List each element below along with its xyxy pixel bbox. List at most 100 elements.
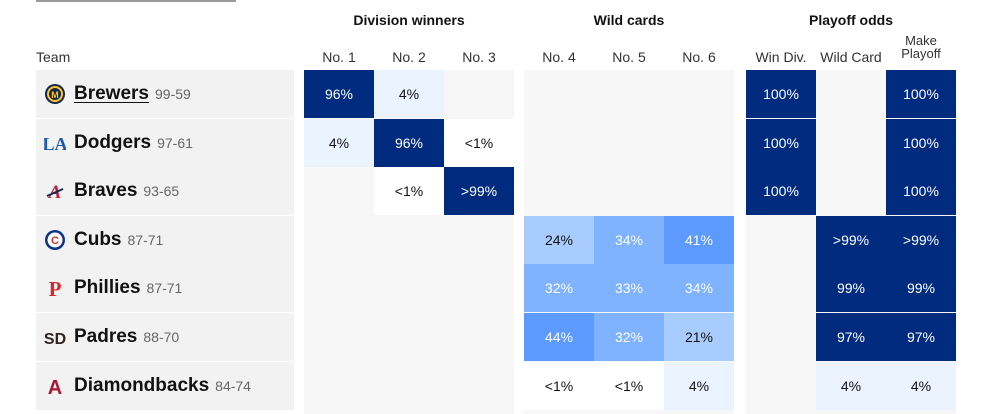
svg-text:C: C xyxy=(51,235,59,247)
probability-cell: 96% xyxy=(374,118,444,167)
column-header: Make Playoff xyxy=(886,34,956,60)
team-record: 87-71 xyxy=(127,231,164,248)
probability-cell: 100% xyxy=(886,167,956,216)
probability-cell: 99% xyxy=(816,264,886,313)
probability-cell xyxy=(444,362,514,410)
probability-cell: >99% xyxy=(886,215,956,264)
team-name[interactable]: Brewers xyxy=(74,83,149,104)
column-header: No. 3 xyxy=(444,49,514,65)
team-name: Cubs xyxy=(74,228,122,250)
probability-cell xyxy=(816,119,886,167)
svg-text:SD: SD xyxy=(44,331,66,348)
probability-cell: 4% xyxy=(816,361,886,410)
team-record: 84-74 xyxy=(215,377,251,394)
team-cell[interactable]: A Diamondbacks 84-74 xyxy=(36,361,294,410)
probability-cell: 24% xyxy=(524,215,594,264)
table-row: M Brewers 99-59 96% 4% 100% 100% xyxy=(0,70,1000,118)
probability-cell xyxy=(444,70,514,118)
group-header-division: Division winners xyxy=(353,12,465,28)
team-cell[interactable]: SD Padres 88-70 xyxy=(36,313,294,361)
column-header-line: No. 4 xyxy=(542,49,576,65)
probability-cell: <1% xyxy=(594,361,664,410)
probability-cell xyxy=(304,264,374,312)
team-record: 93-65 xyxy=(143,183,180,200)
probability-cell xyxy=(444,313,514,361)
probability-cell: 4% xyxy=(886,361,956,410)
probability-cell: 97% xyxy=(816,313,886,361)
probability-cell: 21% xyxy=(664,313,734,361)
probability-cell xyxy=(594,119,664,167)
table-row: A Diamondbacks 84-74 <1% <1% 4% 4% 4% xyxy=(0,361,1000,410)
column-header-line: Wild Card xyxy=(820,49,882,65)
column-header-line: No. 5 xyxy=(612,49,646,65)
team-cell[interactable]: P Phillies 87-71 xyxy=(36,264,294,313)
probability-cell: 33% xyxy=(594,264,664,313)
table-row: A Braves 93-65 <1%>99% 100% 100% xyxy=(0,167,1000,216)
probability-cell xyxy=(746,362,816,410)
brewers-logo-icon: M xyxy=(44,83,66,105)
probability-cell: <1% xyxy=(444,118,514,167)
column-header-line: Win Div. xyxy=(755,49,807,65)
probability-cell: 4% xyxy=(664,361,734,410)
team-cell[interactable]: A Braves 93-65 xyxy=(36,167,294,216)
probability-cell: >99% xyxy=(816,215,886,264)
team-name: Dodgers xyxy=(74,131,152,153)
probability-cell xyxy=(524,70,594,118)
team-record: 97-61 xyxy=(157,134,193,151)
probability-cell xyxy=(374,216,444,264)
probability-cell: 99% xyxy=(886,264,956,313)
column-header-line: No. 2 xyxy=(392,49,426,65)
probability-cell xyxy=(304,313,374,361)
probability-cell xyxy=(746,216,816,264)
probability-cell xyxy=(594,167,664,215)
probability-cell xyxy=(664,167,734,215)
group-header-wildcards: Wild cards xyxy=(593,12,665,28)
svg-text:A: A xyxy=(48,377,62,397)
diamondbacks-logo-icon: A xyxy=(44,375,66,397)
probability-cell: 100% xyxy=(886,70,956,118)
table-row: C Cubs 87-71 24% 34% 41% >99% >99% xyxy=(0,215,1000,264)
phillies-logo-icon: P xyxy=(44,277,66,299)
probability-cell: 100% xyxy=(746,118,816,167)
dodgers-logo-icon: LA xyxy=(44,132,66,154)
team-cell[interactable]: M Brewers 99-59 xyxy=(36,70,294,118)
team-record: 87-71 xyxy=(146,280,183,297)
probability-cell: 41% xyxy=(664,215,734,264)
probability-cell xyxy=(374,362,444,410)
braves-logo-icon: A xyxy=(44,180,66,202)
probability-cell: <1% xyxy=(374,167,444,216)
column-header: Win Div. xyxy=(746,49,816,65)
probability-cell: <1% xyxy=(524,361,594,410)
group-header-playoff-odds: Playoff odds xyxy=(808,12,893,28)
probability-cell xyxy=(816,167,886,215)
team-cell[interactable]: C Cubs 87-71 xyxy=(36,215,294,264)
column-header-team: Team xyxy=(36,49,71,65)
probability-cell xyxy=(594,70,664,118)
probability-cell: 97% xyxy=(886,313,956,361)
probability-cell: 100% xyxy=(746,167,816,216)
column-header: Wild Card xyxy=(816,49,886,65)
probability-cell: 100% xyxy=(886,118,956,167)
column-header: No. 5 xyxy=(594,49,664,65)
table-row: SD Padres 88-70 44% 32% 21% 97% 97% xyxy=(0,313,1000,361)
probability-cell xyxy=(664,119,734,167)
table-row: LA Dodgers 97-61 4% 96% <1% 100% 100% xyxy=(0,118,1000,167)
column-header-line: Make xyxy=(905,33,937,48)
svg-text:P: P xyxy=(49,277,62,299)
probability-cell xyxy=(746,313,816,361)
column-header-line: Playoff xyxy=(901,46,941,61)
probability-cell xyxy=(304,216,374,264)
column-header-line: No. 3 xyxy=(462,49,496,65)
team-name: Diamondbacks xyxy=(74,374,210,396)
svg-text:LA: LA xyxy=(44,134,66,154)
probability-cell xyxy=(374,264,444,312)
probability-cell xyxy=(664,70,734,118)
probability-cell xyxy=(524,119,594,167)
team-name: Phillies xyxy=(74,277,141,299)
team-cell[interactable]: LA Dodgers 97-61 xyxy=(36,118,294,167)
padres-logo-icon: SD xyxy=(44,326,66,348)
probability-cell xyxy=(304,167,374,215)
probability-cell xyxy=(444,216,514,264)
column-header-line: No. 6 xyxy=(682,49,716,65)
probability-cell: 96% xyxy=(304,70,374,118)
